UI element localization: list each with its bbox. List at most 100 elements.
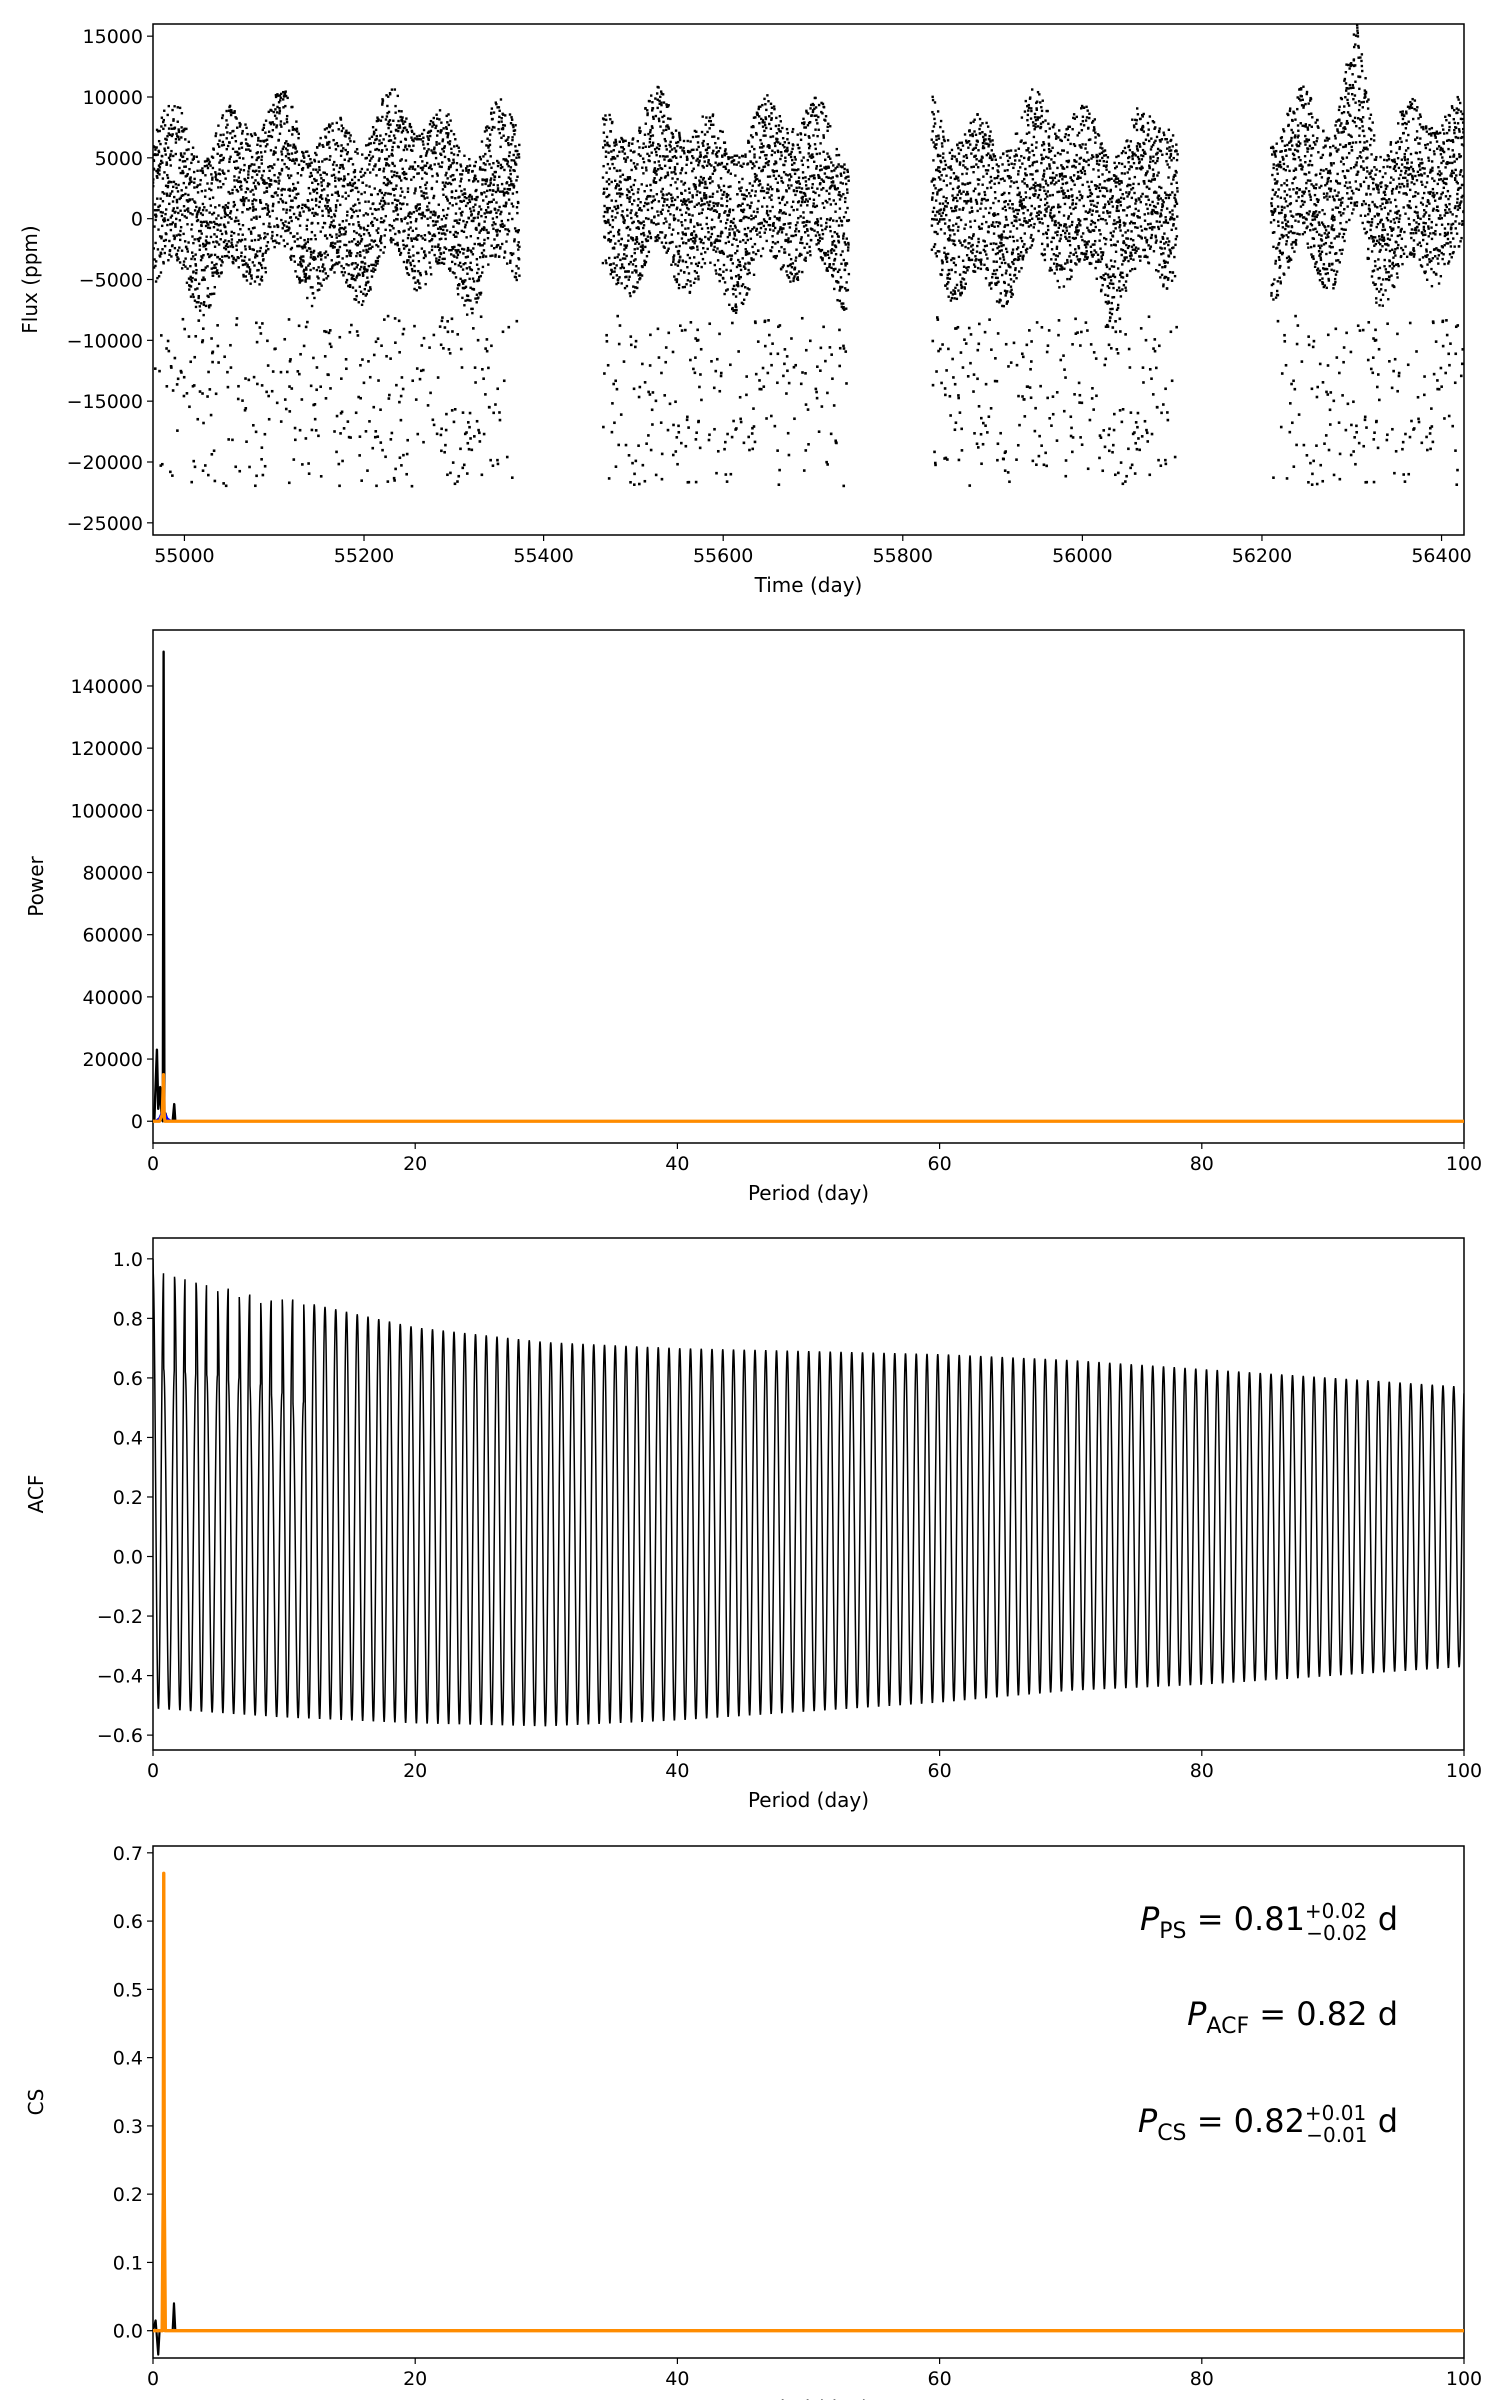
flux-point [180,126,183,129]
flux-point [264,119,268,122]
flux-point [222,133,225,136]
flux-point [512,125,515,129]
flux-point [206,265,209,268]
flux-point [251,202,254,206]
flux-point [363,228,366,231]
flux-point [649,236,653,240]
flux-point [355,274,359,278]
flux-point [418,207,421,210]
flux-point [158,204,162,207]
flux-point [162,218,165,222]
flux-point [463,304,466,307]
flux-point [484,215,488,219]
flux-point [246,132,249,136]
flux-point [485,211,489,214]
flux-point [256,143,259,146]
flux-point [362,249,365,252]
flux-point [403,126,407,129]
flux-point [507,198,511,201]
flux-point [511,138,514,142]
flux-point [761,247,765,250]
flux-point [227,256,231,259]
flux-point [753,156,756,159]
flux-point [606,195,610,198]
flux-point [391,148,394,152]
flux-dip-point [201,392,204,395]
flux-dip-point [629,480,632,484]
flux-point [335,121,339,125]
flux-point [681,260,685,263]
flux-point [635,271,638,274]
flux-point [709,261,712,264]
flux-point [226,123,229,126]
flux-point [651,134,655,137]
flux-point [712,149,715,153]
flux-point [703,133,707,136]
flux-point [154,218,157,222]
flux-point [295,127,299,130]
flux-point [709,208,712,211]
flux-dip-point [693,371,697,375]
flux-point [467,168,471,172]
flux-point [720,197,723,200]
flux-point [633,269,637,272]
flux-point [160,125,163,128]
flux-point [340,264,343,268]
flux-point [414,187,417,190]
flux-point [760,189,764,193]
flux-point [762,144,765,148]
flux-point [421,140,425,143]
flux-point [192,270,195,273]
flux-point [628,228,632,231]
flux-dip-point [634,459,638,463]
flux-point [775,169,779,173]
flux-point [315,191,319,195]
flux-point [398,175,401,178]
flux-point [267,110,270,114]
flux-point [636,247,639,250]
flux-point [680,213,683,217]
flux-point [605,180,609,183]
flux-point [427,208,430,211]
flux-point [178,166,181,170]
flux-point [745,195,748,198]
flux-point [411,149,414,152]
flux-point [790,266,794,269]
flux-point [156,168,160,171]
flux-point [616,169,619,173]
flux-point [641,157,645,160]
flux-point [408,248,411,252]
flux-point [303,272,306,276]
flux-point [681,149,684,152]
flux-point [306,296,309,300]
flux-point [506,187,509,191]
flux-point [163,149,167,152]
flux-dip-point [671,350,675,354]
flux-point [388,119,392,122]
flux-point [499,246,502,249]
flux-point [314,237,317,241]
flux-point [751,227,754,231]
flux-point [435,143,438,146]
flux-point [765,108,768,112]
flux-point [199,169,202,172]
flux-point [759,254,763,258]
flux-point [301,247,304,250]
flux-point [461,282,465,285]
flux-point [402,126,406,130]
flux-dip-point [440,427,443,431]
flux-point [474,174,477,178]
flux-point [701,181,704,184]
flux-point [325,277,328,280]
flux-point [252,248,256,252]
flux-point [387,182,390,185]
flux-point [753,242,757,246]
flux-dip-point [787,453,791,457]
flux-dip-point [782,374,785,378]
flux-point [458,184,462,188]
flux-point [296,172,300,175]
flux-point [722,252,725,256]
flux-point [228,104,232,108]
flux-point [674,129,678,132]
flux-point [361,271,364,275]
